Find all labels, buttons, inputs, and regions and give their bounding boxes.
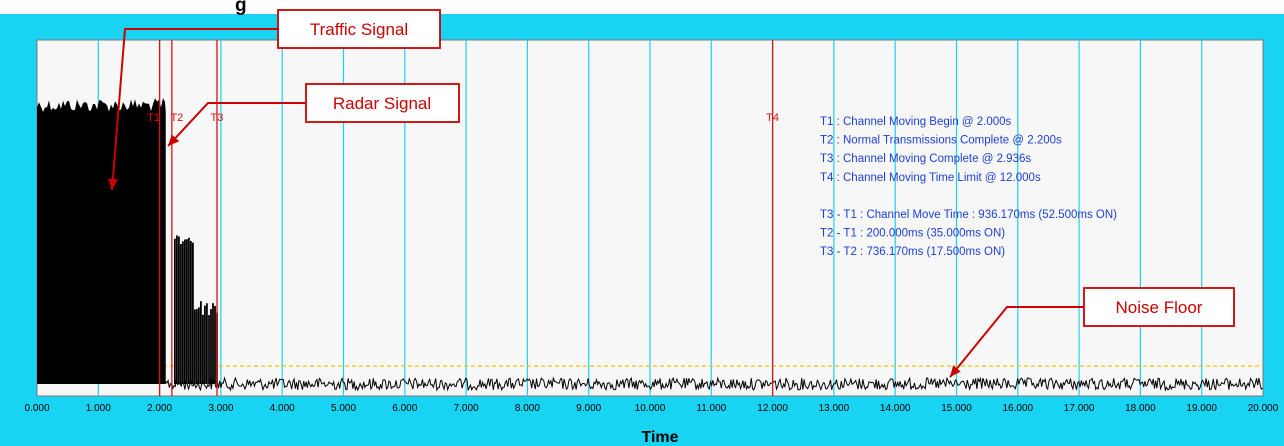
- info-line: T2 : Normal Transmissions Complete @ 2.2…: [820, 135, 1062, 147]
- info-line: T3 - T1 : Channel Move Time : 936.170ms …: [820, 209, 1117, 221]
- info-line: T2 - T1 : 200.000ms (35.000ms ON): [820, 228, 1005, 240]
- info-line: T3 : Channel Moving Complete @ 2.936s: [820, 153, 1031, 165]
- time-markers: T1 T2 T3 T4: [147, 40, 779, 396]
- callout-arrowhead: [107, 178, 118, 190]
- callout-label: Noise Floor: [1116, 298, 1203, 317]
- callout-arrowhead: [950, 365, 961, 377]
- info-line: T1 : Channel Moving Begin @ 2.000s: [820, 116, 1012, 128]
- x-tick-label: 20.000: [1248, 403, 1279, 414]
- x-tick-label: 1.000: [86, 403, 111, 414]
- x-tick-label: 11.000: [696, 403, 726, 414]
- callout-noise-floor: Noise Floor: [949, 287, 1235, 378]
- x-tick-label: 9.000: [576, 403, 601, 414]
- marker-label-t3: T3: [211, 112, 224, 124]
- x-tick-label: 6.000: [392, 403, 417, 414]
- info-line: T4 : Channel Moving Time Limit @ 12.000s: [820, 172, 1041, 184]
- annotation-callouts: Traffic Signal Radar Signal Noise Floor: [107, 9, 1235, 378]
- x-tick-label: 18.000: [1125, 403, 1156, 414]
- x-tick-label: 3.000: [208, 403, 233, 414]
- callout-arrow-line: [111, 28, 278, 191]
- measurement-info: T1 : Channel Moving Begin @ 2.000s T2 : N…: [820, 116, 1117, 258]
- callout-box: [1083, 287, 1235, 327]
- traffic-signal-envelope: [37, 98, 166, 112]
- x-tick-label: 0.000: [24, 403, 49, 414]
- callout-arrow-line: [167, 102, 306, 147]
- callout-arrow-line: [949, 306, 1084, 378]
- x-tick-label: 14.000: [880, 403, 911, 414]
- info-line: T3 - T2 : 736.170ms (17.500ms ON): [820, 246, 1005, 258]
- x-tick-label: 16.000: [1003, 403, 1034, 414]
- x-tick-label: 12.000: [757, 403, 788, 414]
- x-tick-label: 15.000: [941, 403, 972, 414]
- x-tick-label: 13.000: [819, 403, 850, 414]
- marker-label-t1: T1: [147, 112, 160, 124]
- signal-trace: [37, 98, 1263, 392]
- marker-label-t2: T2: [170, 112, 183, 124]
- callout-box: [305, 83, 460, 123]
- x-tick-label: 19.000: [1186, 403, 1217, 414]
- traffic-signal-block: [37, 112, 166, 384]
- callout-radar-signal: Radar Signal: [167, 83, 460, 147]
- x-tick-label: 10.000: [635, 403, 666, 414]
- x-tick-label: 2.000: [147, 403, 172, 414]
- callout-label: Traffic Signal: [310, 20, 408, 39]
- callout-box: [277, 9, 441, 49]
- x-tick-labels: 0.000 1.000 2.000 3.000 4.000 5.000 6.000 7.000…: [24, 403, 1278, 414]
- x-tick-label: 7.000: [454, 403, 479, 414]
- callout-label: Radar Signal: [333, 94, 431, 113]
- x-tick-label: 17.000: [1064, 403, 1095, 414]
- x-axis-label: Time: [641, 429, 678, 446]
- callout-arrowhead: [168, 134, 180, 146]
- x-tick-label: 8.000: [515, 403, 540, 414]
- x-tick-label: 4.000: [270, 403, 295, 414]
- title-strip: [0, 0, 300, 14]
- marker-label-t4: T4: [766, 112, 779, 124]
- noise-floor-trace: [165, 376, 1263, 392]
- x-tick-label: 5.000: [331, 403, 356, 414]
- callout-traffic-signal: Traffic Signal: [107, 9, 441, 191]
- chart-title-fragment: g: [235, 0, 247, 16]
